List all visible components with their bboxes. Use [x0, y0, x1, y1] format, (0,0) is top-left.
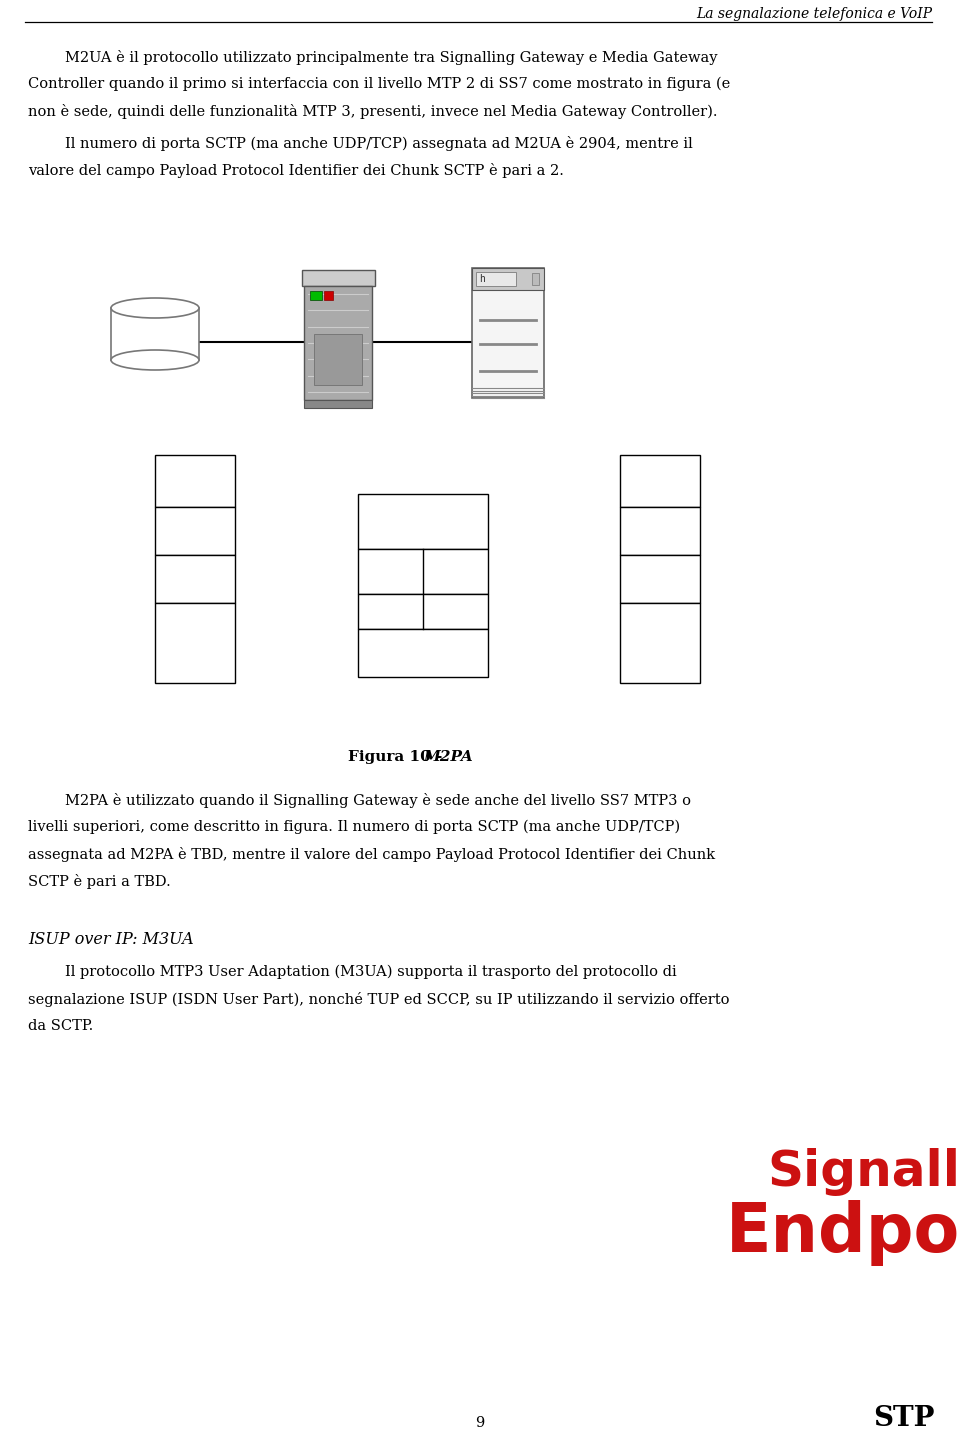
Text: 9: 9 — [475, 1416, 485, 1430]
Bar — [324, 290, 333, 301]
Bar — [620, 603, 700, 682]
Bar — [155, 507, 235, 555]
Ellipse shape — [111, 298, 199, 318]
Text: ISUP over IP: M3UA: ISUP over IP: M3UA — [28, 931, 194, 948]
Bar — [472, 269, 544, 398]
Bar — [111, 308, 199, 360]
Text: Signall: Signall — [767, 1149, 960, 1196]
Ellipse shape — [111, 350, 199, 370]
Text: M2PA è utilizzato quando il Signalling Gateway è sede anche del livello SS7 MTP3: M2PA è utilizzato quando il Signalling G… — [28, 793, 691, 807]
Bar — [314, 334, 362, 385]
Text: Il numero di porta SCTP (ma anche UDP/TCP) assegnata ad M2UA è 2904, mentre il: Il numero di porta SCTP (ma anche UDP/TC… — [28, 136, 693, 151]
Bar — [155, 603, 235, 682]
Bar — [155, 454, 235, 507]
Bar — [358, 629, 488, 677]
Text: assegnata ad M2PA è TBD, mentre il valore del campo Payload Protocol Identifier : assegnata ad M2PA è TBD, mentre il valor… — [28, 847, 715, 862]
Bar — [476, 272, 516, 286]
Bar — [472, 269, 544, 290]
Bar — [620, 507, 700, 555]
Bar — [155, 555, 235, 603]
Bar — [358, 549, 488, 594]
Bar — [532, 273, 539, 285]
Text: valore del campo Payload Protocol Identifier dei Chunk SCTP è pari a 2.: valore del campo Payload Protocol Identi… — [28, 163, 564, 179]
Bar — [358, 494, 488, 549]
Bar — [620, 454, 700, 507]
Text: Endpo: Endpo — [726, 1199, 960, 1266]
Text: La segnalazione telefonica e VoIP: La segnalazione telefonica e VoIP — [696, 7, 932, 20]
Text: M2UA è il protocollo utilizzato principalmente tra Signalling Gateway e Media Ga: M2UA è il protocollo utilizzato principa… — [28, 49, 717, 65]
Bar — [310, 290, 322, 301]
Bar — [358, 594, 488, 629]
Text: Controller quando il primo si interfaccia con il livello MTP 2 di SS7 come mostr: Controller quando il primo si interfacci… — [28, 77, 731, 91]
Text: non è sede, quindi delle funzionalità MTP 3, presenti, invece nel Media Gateway : non è sede, quindi delle funzionalità MT… — [28, 105, 717, 119]
Bar — [304, 399, 372, 408]
Text: STP: STP — [874, 1406, 935, 1432]
Bar — [304, 286, 372, 399]
Text: Il protocollo MTP3 User Adaptation (M3UA) supporta il trasporto del protocollo d: Il protocollo MTP3 User Adaptation (M3UA… — [28, 966, 677, 980]
Text: da SCTP.: da SCTP. — [28, 1019, 93, 1032]
Text: segnalazione ISUP (ISDN User Part), nonché TUP ed SCCP, su IP utilizzando il ser: segnalazione ISUP (ISDN User Part), nonc… — [28, 992, 730, 1008]
Text: h: h — [479, 274, 485, 285]
Text: SCTP è pari a TBD.: SCTP è pari a TBD. — [28, 874, 171, 889]
Text: livelli superiori, come descritto in figura. Il numero di porta SCTP (ma anche U: livelli superiori, come descritto in fig… — [28, 820, 680, 835]
Text: Figura 10 -: Figura 10 - — [348, 751, 447, 764]
Text: M2PA: M2PA — [423, 751, 472, 764]
Bar — [620, 555, 700, 603]
Bar — [301, 270, 374, 286]
